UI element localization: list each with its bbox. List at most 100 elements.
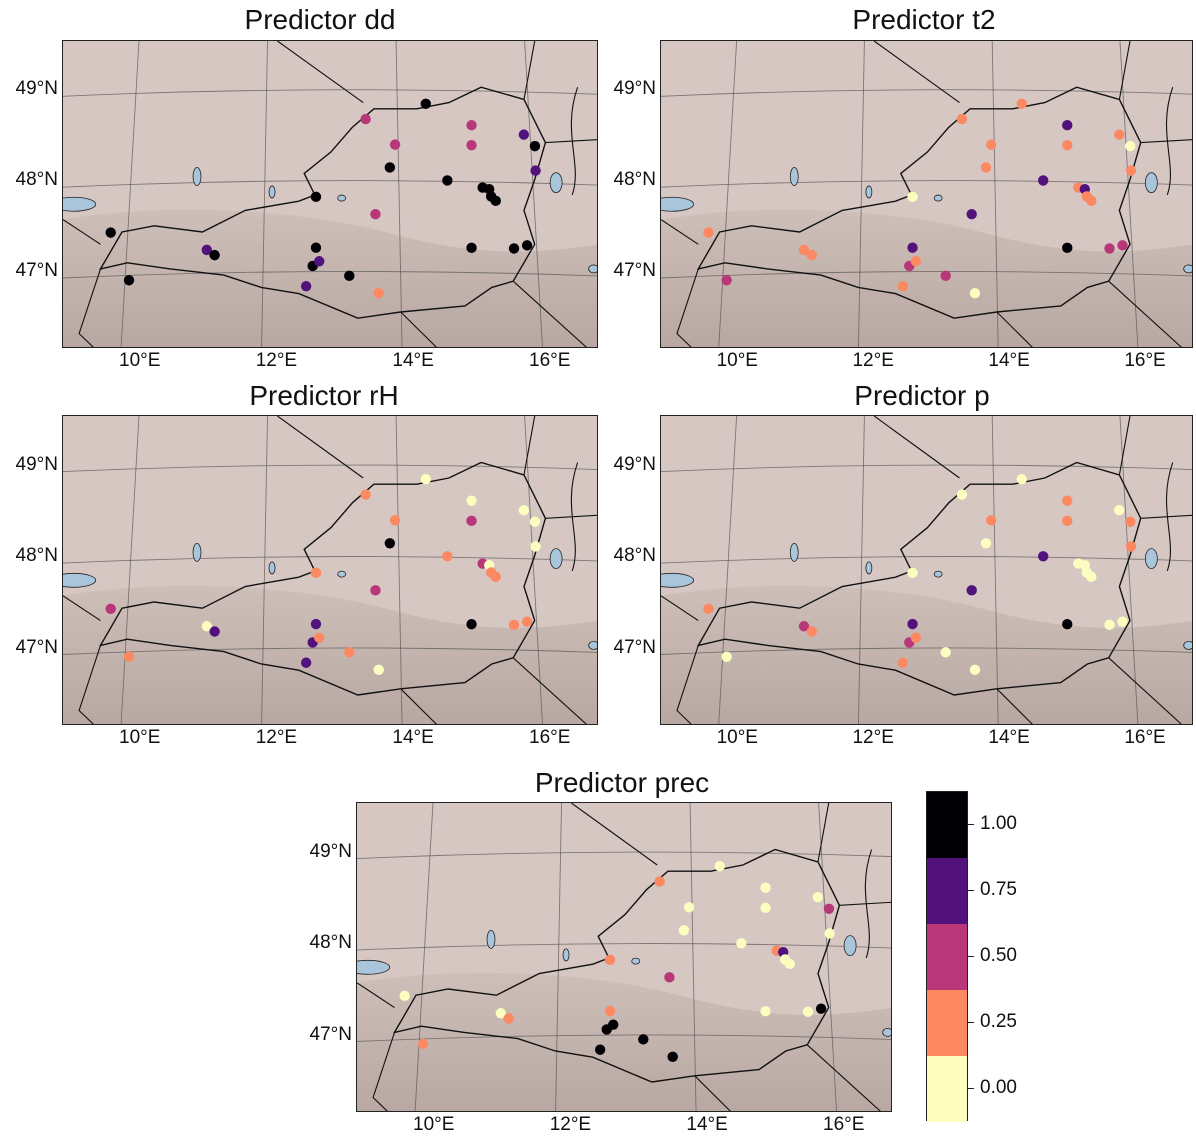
- neighbour-border: [676, 645, 699, 724]
- station-point: [201, 621, 213, 632]
- meridian-line: [261, 416, 268, 724]
- lake: [588, 264, 597, 274]
- lake: [1144, 172, 1158, 194]
- parallel-line: [661, 271, 1192, 279]
- y-tick-label: 48°N: [15, 169, 58, 191]
- y-tick-label: 47°N: [613, 260, 656, 281]
- station-point: [798, 621, 810, 632]
- meridian-line: [689, 803, 697, 1111]
- panel-title: Predictor dd: [244, 4, 396, 35]
- lake: [486, 929, 496, 949]
- station-point: [594, 1044, 606, 1055]
- meridian-line: [120, 416, 140, 724]
- neighbour-border: [512, 280, 587, 347]
- neighbour-border: [570, 87, 579, 196]
- station-point: [956, 113, 968, 125]
- station-point: [980, 162, 992, 173]
- neighbour-border: [864, 849, 873, 959]
- map-panel: [62, 40, 598, 348]
- station-point: [654, 876, 665, 887]
- parallel-line: [661, 180, 1192, 188]
- station-point: [201, 244, 213, 256]
- y-tick-label: 49°N: [613, 78, 656, 100]
- station-point: [823, 903, 835, 914]
- map-panel: [356, 802, 892, 1112]
- neighbour-border: [78, 268, 102, 347]
- x-tick-label: 12°E: [255, 727, 298, 748]
- station-point: [389, 515, 401, 526]
- neighbour-border: [676, 268, 699, 347]
- station-point: [373, 664, 384, 676]
- station-point: [966, 585, 977, 596]
- neighbour-border: [571, 803, 658, 866]
- station-point: [1062, 119, 1073, 131]
- y-tick-label: 49°N: [15, 453, 58, 475]
- station-point: [824, 928, 835, 939]
- station-point: [310, 191, 322, 203]
- terrain-shading: [357, 972, 891, 1111]
- map-svg: [661, 416, 1192, 724]
- colorbar-tick: [968, 1088, 974, 1089]
- station-point: [373, 287, 384, 299]
- neighbour-border: [817, 803, 830, 862]
- parallel-line: [661, 556, 1192, 564]
- station-point: [360, 489, 371, 500]
- station-point: [420, 473, 431, 485]
- station-point: [518, 505, 530, 516]
- lake: [192, 167, 202, 186]
- station-point: [529, 140, 541, 152]
- station-point: [1016, 473, 1027, 485]
- meridian-line: [120, 41, 140, 347]
- colorbar-label: 1.00: [980, 813, 1017, 834]
- station-point: [721, 275, 732, 286]
- colorbar-label: 0.50: [980, 945, 1017, 966]
- terrain-shading: [63, 209, 597, 347]
- station-point: [466, 119, 477, 131]
- x-tick-label: 12°E: [852, 350, 894, 371]
- station-point: [490, 571, 501, 583]
- map-panel: [660, 40, 1193, 348]
- neighbour-border: [523, 41, 536, 100]
- lake: [63, 196, 97, 212]
- station-point: [907, 191, 918, 203]
- station-point: [518, 129, 530, 140]
- parallel-line: [63, 89, 597, 97]
- station-point: [490, 195, 501, 207]
- neighbour-border: [661, 219, 699, 245]
- station-point: [442, 175, 453, 186]
- colorbar-tick: [968, 956, 974, 957]
- y-tick-label: 47°N: [15, 636, 58, 658]
- station-point: [1038, 551, 1049, 562]
- station-point: [310, 242, 322, 253]
- lake: [933, 194, 943, 202]
- station-point: [123, 651, 135, 663]
- station-point: [664, 972, 675, 983]
- station-point: [806, 249, 817, 261]
- station-point: [815, 1003, 827, 1014]
- y-tick-label: 47°N: [613, 636, 656, 658]
- x-tick-label: 10°E: [119, 350, 161, 371]
- station-point: [360, 113, 371, 125]
- station-point: [370, 585, 381, 596]
- station-point: [503, 1013, 514, 1024]
- neighbour-border: [512, 657, 587, 724]
- lake: [588, 641, 597, 650]
- y-tick-label: 48°N: [309, 932, 352, 954]
- meridian-line: [991, 41, 999, 347]
- parallel-line: [63, 180, 597, 188]
- panel-title: Predictor t2: [852, 4, 996, 35]
- station-point: [703, 603, 714, 615]
- panel-title: Predictor rH: [249, 380, 399, 411]
- x-tick-label: 12°E: [255, 350, 298, 371]
- neighbour-border: [996, 688, 1033, 724]
- x-tick-label: 14°E: [988, 727, 1030, 748]
- colorbar-segment: [927, 990, 967, 1056]
- parallel-line: [63, 556, 597, 564]
- x-tick-label: 14°E: [392, 727, 434, 748]
- map-svg: [63, 416, 597, 724]
- meridian-line: [261, 41, 268, 347]
- panel-title: Predictor p: [854, 380, 990, 411]
- station-point: [105, 603, 116, 615]
- station-point: [907, 242, 918, 253]
- lake: [562, 948, 570, 962]
